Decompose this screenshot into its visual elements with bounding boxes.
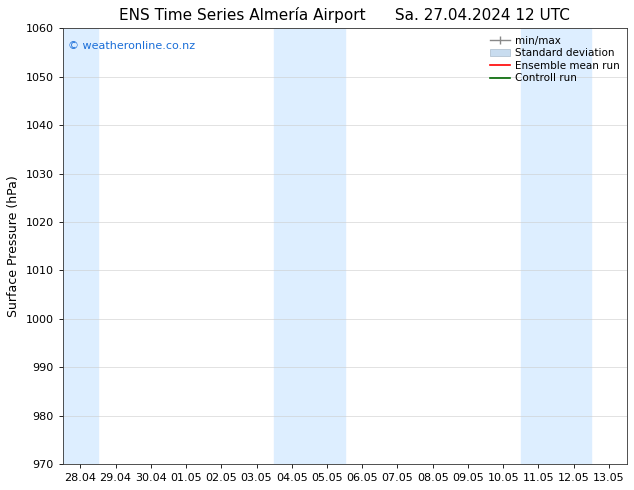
Legend: min/max, Standard deviation, Ensemble mean run, Controll run: min/max, Standard deviation, Ensemble me… bbox=[488, 33, 621, 85]
Bar bbox=[521, 28, 592, 464]
Bar bbox=[63, 28, 98, 464]
Title: ENS Time Series Almería Airport      Sa. 27.04.2024 12 UTC: ENS Time Series Almería Airport Sa. 27.0… bbox=[119, 7, 570, 23]
Bar bbox=[274, 28, 345, 464]
Y-axis label: Surface Pressure (hPa): Surface Pressure (hPa) bbox=[7, 175, 20, 317]
Text: © weatheronline.co.nz: © weatheronline.co.nz bbox=[68, 41, 195, 51]
